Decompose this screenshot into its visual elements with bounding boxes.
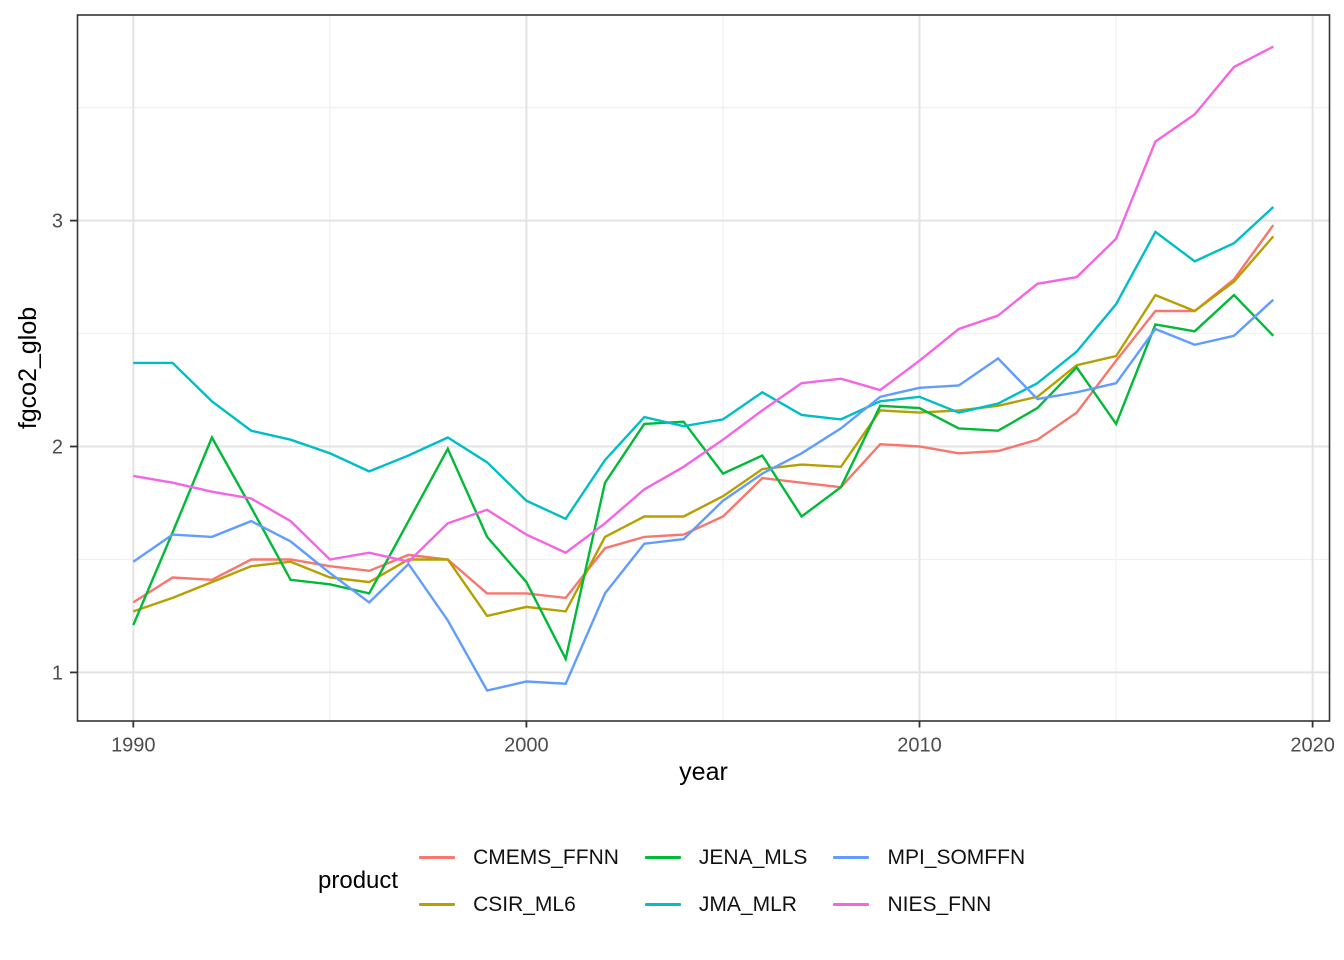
y-axis-title: fgco2_glob (14, 306, 42, 430)
legend-entry: CMEMS_FFNN (419, 845, 619, 870)
x-tick-label: 2000 (504, 735, 549, 757)
x-axis-title: year (679, 758, 728, 786)
legend: product CMEMS_FFNN CSIR_ML6 JENA_MLS (318, 845, 1025, 917)
series-line-CMEMS_FFNN (132, 224, 1275, 604)
legend-entry: MPI_SOMFFN (833, 845, 1025, 870)
legend-entry: CSIR_ML6 (419, 892, 619, 917)
legend-title: product (318, 867, 399, 894)
series-line-MPI_SOMFFN (132, 298, 1275, 692)
legend-entry-label: JENA_MLS (698, 845, 808, 869)
legend-column: CMEMS_FFNN CSIR_ML6 (419, 845, 619, 917)
legend-entry-label: CSIR_ML6 (473, 892, 576, 916)
series-line-CSIR_ML6 (132, 235, 1275, 618)
legend-columns: CMEMS_FFNN CSIR_ML6 JENA_MLS JMA_MLR (419, 845, 1025, 917)
line-chart-svg: 1990 2000 2010 2020 1 2 3 (52, 14, 1335, 757)
x-tick-label: 2010 (897, 735, 942, 757)
y-tick-label: 2 (52, 437, 63, 459)
legend-column: MPI_SOMFFN NIES_FNN (833, 845, 1025, 917)
legend-key-line (644, 903, 681, 906)
legend-key-line (644, 856, 681, 859)
y-tick-label: 1 (52, 662, 63, 684)
legend-entry-label: NIES_FNN (887, 892, 992, 916)
legend-key-line (833, 856, 870, 859)
series-line-JMA_MLR (133, 206, 1275, 521)
plot-panel (77, 15, 1330, 721)
legend-column: JENA_MLS JMA_MLR (644, 845, 808, 917)
x-tick-label: 2020 (1290, 735, 1335, 757)
legend-entry: NIES_FNN (833, 892, 1025, 917)
x-tick-label: 1990 (111, 735, 156, 757)
legend-entry-label: CMEMS_FFNN (473, 845, 619, 869)
legend-key-line (833, 903, 870, 906)
legend-entry: JENA_MLS (644, 845, 808, 870)
series-line-JENA_MLS (132, 293, 1275, 663)
y-tick-label: 3 (52, 211, 63, 233)
legend-entry-label: JMA_MLR (698, 892, 797, 916)
series-line-NIES_FNN (133, 45, 1274, 564)
legend-key-line (419, 903, 456, 906)
legend-key-line (419, 856, 456, 859)
legend-entry-label: MPI_SOMFFN (887, 845, 1026, 869)
panel-border (76, 14, 1331, 722)
legend-entry: JMA_MLR (644, 892, 808, 917)
